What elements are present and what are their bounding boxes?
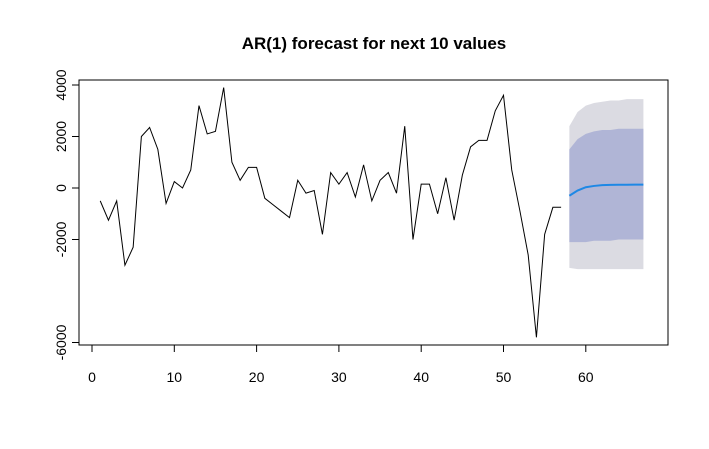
y-tick-label: -6000 xyxy=(53,324,69,360)
x-tick-label: 0 xyxy=(88,369,96,385)
y-tick-label: 0 xyxy=(53,184,69,192)
x-tick-label: 30 xyxy=(331,369,347,385)
y-tick-label: -2000 xyxy=(53,221,69,257)
x-tick-label: 10 xyxy=(167,369,183,385)
forecast-mean-line xyxy=(568,183,644,197)
x-tick-label: 20 xyxy=(249,369,265,385)
x-axis: 0 10 20 30 40 50 60 xyxy=(88,344,594,385)
chart-title: AR(1) forecast for next 10 values xyxy=(242,34,507,53)
x-tick-label: 50 xyxy=(496,369,512,385)
y-tick-label: 4000 xyxy=(53,69,69,100)
observed-series-line xyxy=(99,87,562,338)
y-tick-label: 2000 xyxy=(53,121,69,152)
series-lines xyxy=(99,87,644,338)
x-tick-label: 40 xyxy=(413,369,429,385)
y-axis: -6000 -2000 0 2000 4000 xyxy=(53,69,80,360)
x-tick-label: 60 xyxy=(578,369,594,385)
